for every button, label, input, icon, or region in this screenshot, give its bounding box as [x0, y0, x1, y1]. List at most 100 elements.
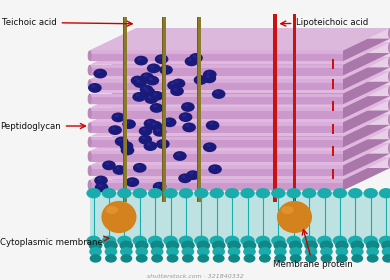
Circle shape	[182, 254, 194, 263]
Ellipse shape	[88, 137, 92, 147]
Circle shape	[126, 121, 129, 124]
Circle shape	[124, 147, 128, 150]
Bar	[162, 17, 163, 202]
Bar	[273, 14, 277, 202]
Bar	[332, 79, 334, 89]
Circle shape	[227, 241, 241, 250]
Ellipse shape	[106, 206, 118, 214]
Ellipse shape	[88, 50, 92, 61]
Circle shape	[225, 188, 239, 198]
Bar	[293, 14, 296, 202]
Circle shape	[153, 105, 157, 108]
Circle shape	[142, 87, 155, 97]
Circle shape	[160, 141, 163, 144]
Circle shape	[176, 153, 180, 156]
Circle shape	[193, 55, 197, 58]
Polygon shape	[90, 50, 343, 54]
Circle shape	[115, 114, 119, 117]
Circle shape	[333, 188, 347, 198]
Circle shape	[115, 137, 128, 146]
Circle shape	[149, 121, 162, 130]
Circle shape	[134, 56, 148, 66]
Circle shape	[274, 247, 287, 256]
Circle shape	[150, 65, 154, 68]
Polygon shape	[90, 65, 343, 75]
Circle shape	[166, 241, 179, 250]
Circle shape	[135, 247, 148, 256]
Polygon shape	[90, 180, 343, 183]
Circle shape	[181, 102, 195, 112]
Circle shape	[182, 175, 186, 178]
Circle shape	[190, 172, 193, 175]
Circle shape	[163, 188, 178, 198]
Circle shape	[194, 75, 207, 85]
Polygon shape	[90, 114, 390, 137]
Circle shape	[172, 79, 185, 88]
Circle shape	[86, 188, 101, 198]
Bar	[332, 124, 334, 134]
Circle shape	[133, 236, 147, 246]
Circle shape	[244, 254, 255, 263]
Circle shape	[243, 247, 256, 256]
Circle shape	[102, 236, 116, 246]
Ellipse shape	[388, 71, 390, 82]
Circle shape	[144, 141, 157, 151]
Polygon shape	[90, 39, 390, 61]
Circle shape	[225, 236, 239, 246]
Circle shape	[140, 85, 153, 95]
Circle shape	[93, 69, 107, 78]
Circle shape	[289, 247, 302, 256]
Circle shape	[163, 117, 176, 127]
Circle shape	[184, 57, 198, 66]
Polygon shape	[90, 151, 343, 162]
Polygon shape	[90, 82, 390, 104]
Circle shape	[182, 247, 194, 256]
Circle shape	[212, 241, 225, 250]
Circle shape	[194, 236, 209, 246]
Polygon shape	[90, 125, 390, 147]
Circle shape	[89, 241, 103, 250]
Circle shape	[102, 188, 116, 198]
Circle shape	[90, 254, 101, 263]
Circle shape	[348, 188, 363, 198]
Circle shape	[302, 188, 316, 198]
Polygon shape	[90, 139, 390, 162]
Bar	[197, 17, 198, 202]
Circle shape	[170, 82, 174, 85]
Circle shape	[336, 254, 348, 263]
Ellipse shape	[88, 165, 92, 176]
Ellipse shape	[88, 79, 92, 90]
Circle shape	[105, 247, 117, 256]
Circle shape	[163, 236, 178, 246]
Polygon shape	[90, 79, 343, 90]
Circle shape	[240, 188, 255, 198]
Circle shape	[149, 78, 153, 80]
Ellipse shape	[88, 94, 92, 104]
Polygon shape	[90, 165, 343, 176]
Circle shape	[178, 173, 192, 183]
Polygon shape	[90, 122, 343, 133]
Circle shape	[320, 247, 333, 256]
Circle shape	[367, 254, 379, 263]
Circle shape	[108, 125, 122, 135]
Circle shape	[156, 139, 170, 149]
Circle shape	[135, 241, 149, 250]
Circle shape	[240, 236, 255, 246]
Circle shape	[144, 94, 158, 104]
Circle shape	[381, 241, 390, 250]
Circle shape	[139, 126, 152, 136]
Circle shape	[112, 113, 125, 122]
Polygon shape	[90, 94, 343, 104]
Circle shape	[209, 188, 224, 198]
Circle shape	[116, 167, 120, 170]
Polygon shape	[90, 53, 390, 75]
Circle shape	[215, 91, 219, 94]
Circle shape	[320, 241, 333, 250]
Circle shape	[211, 166, 215, 169]
Polygon shape	[90, 79, 343, 83]
Polygon shape	[90, 100, 390, 122]
Circle shape	[181, 241, 195, 250]
Circle shape	[155, 54, 168, 64]
Circle shape	[98, 184, 102, 187]
Circle shape	[173, 151, 187, 161]
